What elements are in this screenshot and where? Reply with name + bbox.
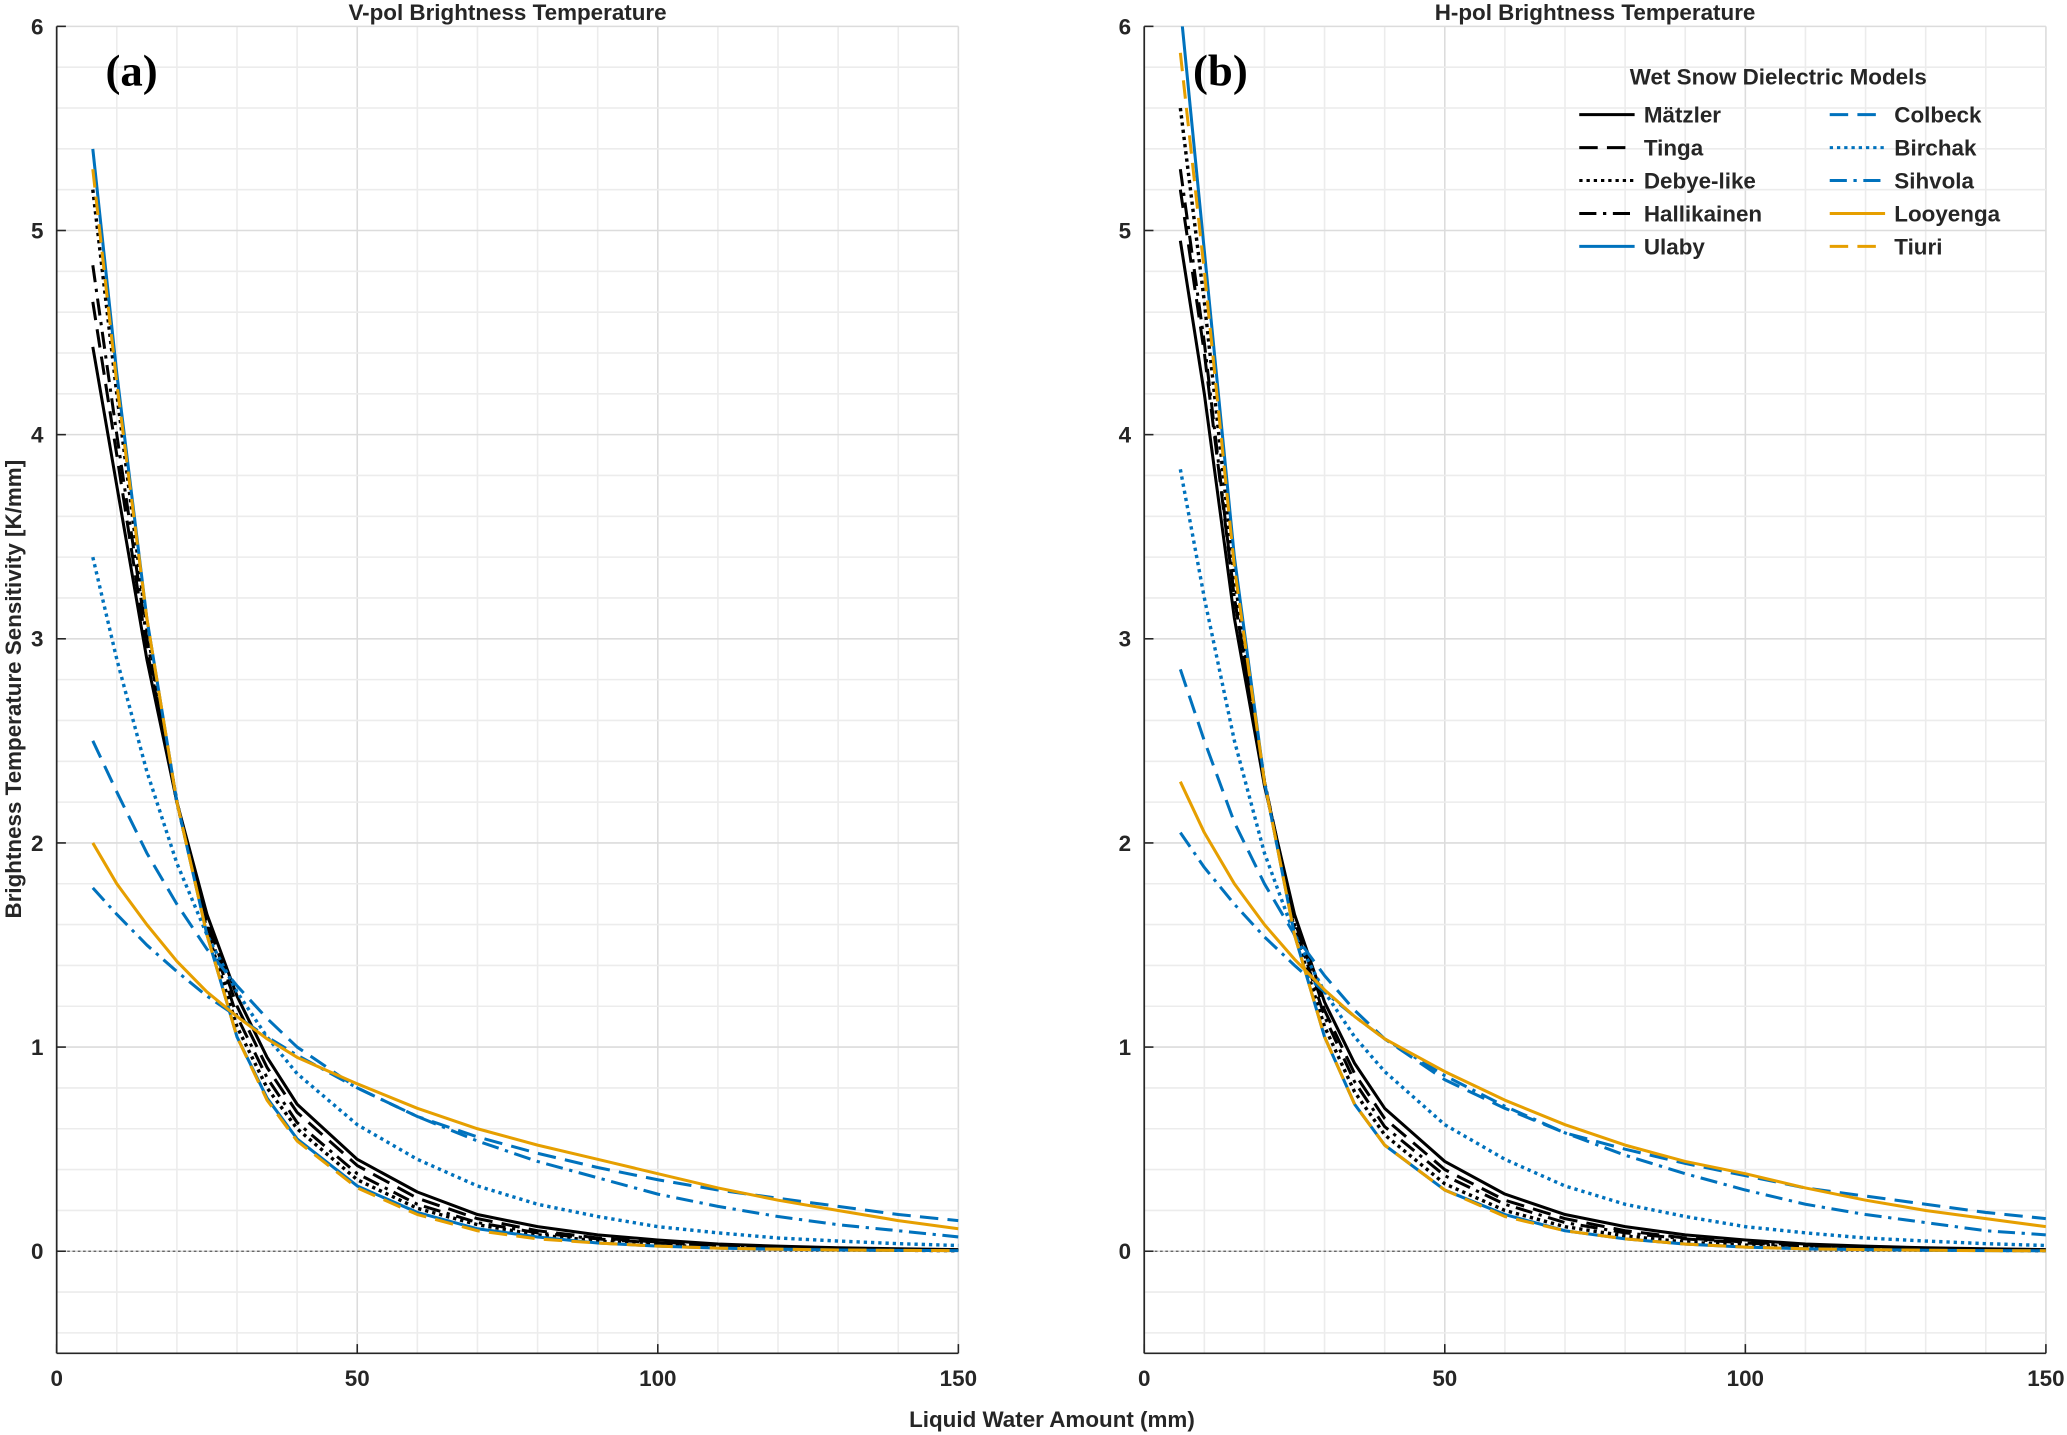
series-line-sihvola (91, 886, 959, 1239)
y-tick-label: 1 (1119, 1035, 1131, 1060)
y-tick-label: 3 (1119, 627, 1131, 652)
series-line-birchak (91, 556, 959, 1248)
x-tick-label: 100 (1727, 1366, 1764, 1391)
legend: Wet Snow Dielectric Models Mätzler Tinga De… (1579, 64, 2001, 259)
x-tick-label: 150 (2027, 1366, 2064, 1391)
series-group (1178, 26, 2046, 1253)
y-tick-label: 1 (31, 1035, 43, 1060)
y-tick-label: 5 (31, 218, 43, 243)
y-tick-label: 0 (31, 1239, 43, 1264)
x-tick-label: 50 (1432, 1366, 1457, 1391)
y-tick-label: 2 (31, 831, 43, 856)
y-tick-label: 5 (1119, 218, 1131, 243)
legend-entry: Colbeck (1894, 103, 1982, 128)
y-tick-label: 2 (1119, 831, 1131, 856)
series-line-mtzler (91, 346, 959, 1252)
series-line-debyelike (1178, 107, 2046, 1253)
panel-1: 0 50 100 150 0 1 2 3 4 5 6 H-pol Brightness Tempera… (1119, 0, 2065, 1391)
legend-entry: Mätzler (1644, 103, 1721, 128)
series-line-ulaby (91, 148, 959, 1253)
x-axis-label: Liquid Water Amount (mm) (909, 1407, 1195, 1432)
series-line-hallikainen (91, 265, 959, 1252)
series-line-tiuri (91, 169, 959, 1253)
y-tick-label: 6 (1119, 14, 1131, 39)
legend-entry: Tiuri (1894, 234, 1942, 259)
panel-label: (b) (1193, 46, 1248, 96)
series-line-looyenga (91, 842, 959, 1231)
x-tick-label: 50 (345, 1366, 370, 1391)
series-line-colbeck (91, 740, 959, 1223)
legend-title: Wet Snow Dielectric Models (1630, 64, 1927, 89)
legend-entry: Debye-like (1644, 168, 1756, 193)
series-line-mtzler (1178, 240, 2046, 1252)
y-tick-label: 4 (31, 423, 44, 448)
series-line-tiuri (1178, 52, 2046, 1253)
series-line-birchak (1178, 469, 2046, 1248)
panel-label: (a) (105, 46, 157, 96)
y-tick-label: 3 (31, 627, 43, 652)
y-tick-label: 0 (1119, 1239, 1131, 1264)
legend-entry: Sihvola (1894, 168, 1974, 193)
x-tick-label: 0 (50, 1366, 62, 1391)
legend-entry: Hallikainen (1644, 201, 1762, 226)
x-tick-label: 150 (940, 1366, 977, 1391)
panel-0: 0 50 100 150 0 1 2 3 4 5 6 V-pol Brightness Tempera… (31, 0, 977, 1391)
legend-entry: Tinga (1644, 135, 1704, 160)
y-tick-label: 6 (31, 14, 43, 39)
chart-title: H-pol Brightness Temperature (1435, 0, 1756, 25)
series-line-tinga (91, 301, 959, 1252)
x-tick-label: 0 (1138, 1366, 1150, 1391)
series-group (91, 148, 959, 1253)
series-line-looyenga (1178, 781, 2046, 1229)
series-line-sihvola (1179, 831, 2046, 1237)
legend-entry: Looyenga (1894, 201, 2000, 226)
legend-entry: Ulaby (1644, 234, 1706, 259)
x-tick-label: 100 (639, 1366, 676, 1391)
y-tick-label: 4 (1119, 423, 1132, 448)
series-line-colbeck (1178, 668, 2046, 1221)
legend-entry: Birchak (1894, 135, 1977, 160)
y-axis-label: Brightness Temperature Sensitivity [K/mm… (1, 460, 26, 919)
chart-title: V-pol Brightness Temperature (348, 0, 666, 25)
